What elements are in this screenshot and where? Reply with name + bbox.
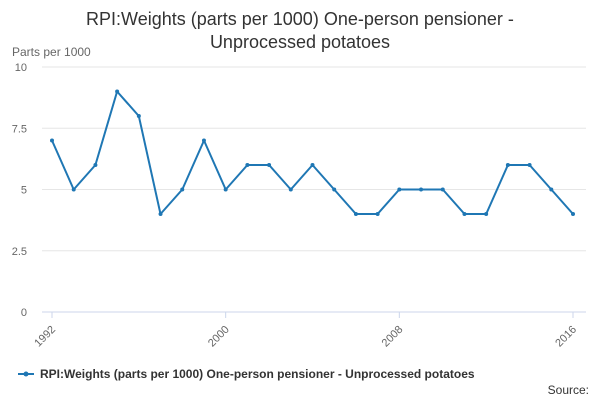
data-point[interactable] [549, 187, 554, 192]
data-point[interactable] [397, 187, 402, 192]
gridlines [42, 66, 586, 313]
data-point[interactable] [136, 114, 141, 118]
data-point[interactable] [267, 163, 272, 167]
data-point[interactable] [353, 212, 358, 216]
y-tick-label: 0 [21, 307, 27, 319]
data-point[interactable] [158, 212, 163, 216]
data-point[interactable] [71, 187, 76, 192]
legend[interactable]: RPI:Weights (parts per 1000) One-person … [18, 367, 475, 381]
y-tick-label: 5 [21, 185, 27, 197]
data-point[interactable] [245, 163, 250, 167]
data-point[interactable] [484, 212, 489, 216]
data-point[interactable] [462, 212, 467, 216]
legend-label: RPI:Weights (parts per 1000) One-person … [40, 367, 475, 381]
source-label: Source: [548, 383, 589, 397]
x-tick-label: 1992 [32, 324, 58, 350]
chart-title: RPI:Weights (parts per 1000) One-person … [86, 9, 514, 29]
series-layer [50, 89, 575, 216]
x-tick-label: 2016 [553, 324, 579, 350]
chart-title-line2: Unprocessed potatoes [210, 32, 390, 52]
data-point[interactable] [332, 187, 337, 192]
x-tick-label: 2000 [206, 324, 232, 350]
legend-marker-swatch [23, 371, 29, 377]
data-point[interactable] [288, 187, 293, 192]
y-tick-label: 10 [15, 62, 27, 74]
data-point[interactable] [310, 163, 315, 167]
y-tick-label: 2.5 [12, 246, 27, 258]
data-point[interactable] [115, 89, 120, 94]
series-line [51, 90, 574, 215]
tick-labels: 0 2.5 5 7.5 10 1992 2000 2008 2016 [12, 62, 579, 349]
data-point[interactable] [505, 163, 510, 167]
axes [51, 312, 574, 318]
data-point[interactable] [223, 187, 228, 192]
x-tick-label: 2008 [380, 324, 406, 350]
y-tick-label: 7.5 [12, 123, 27, 135]
data-point[interactable] [527, 163, 532, 167]
data-point[interactable] [50, 138, 54, 143]
data-point[interactable] [201, 138, 206, 143]
y-axis-label: Parts per 1000 [12, 45, 91, 59]
data-point[interactable] [93, 163, 98, 167]
data-point[interactable] [180, 187, 185, 192]
data-point[interactable] [440, 187, 445, 192]
data-point[interactable] [375, 212, 380, 216]
data-point[interactable] [419, 187, 424, 192]
data-point[interactable] [571, 212, 575, 216]
